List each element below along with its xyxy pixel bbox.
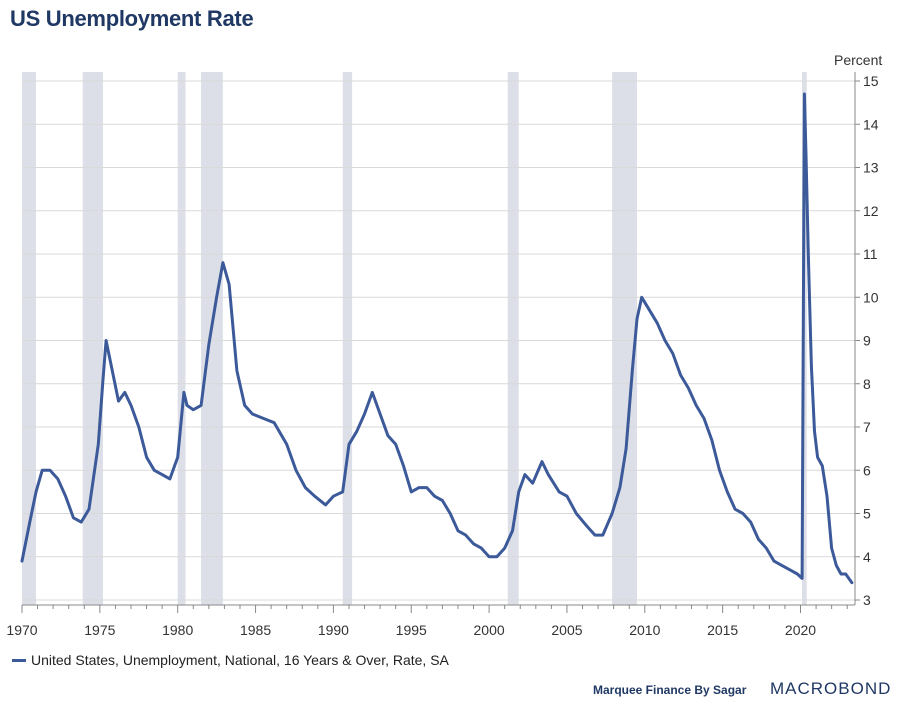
x-tick-label-2020: 2020: [785, 622, 816, 638]
recession-band-2: [177, 72, 186, 605]
x-tick-label-2005: 2005: [551, 622, 582, 638]
x-tick-label-1975: 1975: [84, 622, 115, 638]
x-tick-label-2010: 2010: [629, 622, 660, 638]
legend-swatch: [12, 658, 26, 662]
recession-band-0: [22, 72, 37, 605]
y-tick-label-3: 3: [863, 592, 871, 608]
y-tick-label-12: 12: [863, 203, 879, 219]
legend: United States, Unemployment, National, 1…: [12, 652, 449, 668]
x-tick-label-2015: 2015: [707, 622, 738, 638]
y-tick-label-15: 15: [863, 73, 879, 89]
recession-band-3: [201, 72, 223, 605]
y-tick-label-4: 4: [863, 549, 871, 565]
x-tick-label-1980: 1980: [162, 622, 193, 638]
y-tick-label-6: 6: [863, 462, 871, 478]
recession-band-4: [342, 72, 353, 605]
y-tick-label-7: 7: [863, 419, 871, 435]
x-tick-label-2000: 2000: [474, 622, 505, 638]
y-tick-label-5: 5: [863, 506, 871, 522]
series-line-0: [20, 92, 854, 585]
y-tick-label-8: 8: [863, 376, 871, 392]
x-tick-label-1970: 1970: [6, 622, 37, 638]
x-tick-label-1995: 1995: [396, 622, 427, 638]
y-tick-label-13: 13: [863, 160, 879, 176]
credit-text: Marquee Finance By Sagar: [593, 683, 747, 697]
chart-title: US Unemployment Rate: [10, 6, 254, 31]
y-tick-label-14: 14: [863, 116, 879, 132]
y-tick-label-9: 9: [863, 333, 871, 349]
y-axis-label: Percent: [834, 52, 882, 68]
recession-band-1: [82, 72, 103, 605]
y-tick-label-11: 11: [863, 246, 878, 262]
legend-label: United States, Unemployment, National, 1…: [31, 652, 449, 668]
brand-logo: MACROBOND: [770, 679, 892, 698]
x-tick-label-1990: 1990: [318, 622, 349, 638]
recession-band-6: [612, 72, 638, 605]
x-tick-label-1985: 1985: [240, 622, 271, 638]
recession-band-5: [507, 72, 519, 605]
y-tick-label-10: 10: [863, 289, 879, 305]
